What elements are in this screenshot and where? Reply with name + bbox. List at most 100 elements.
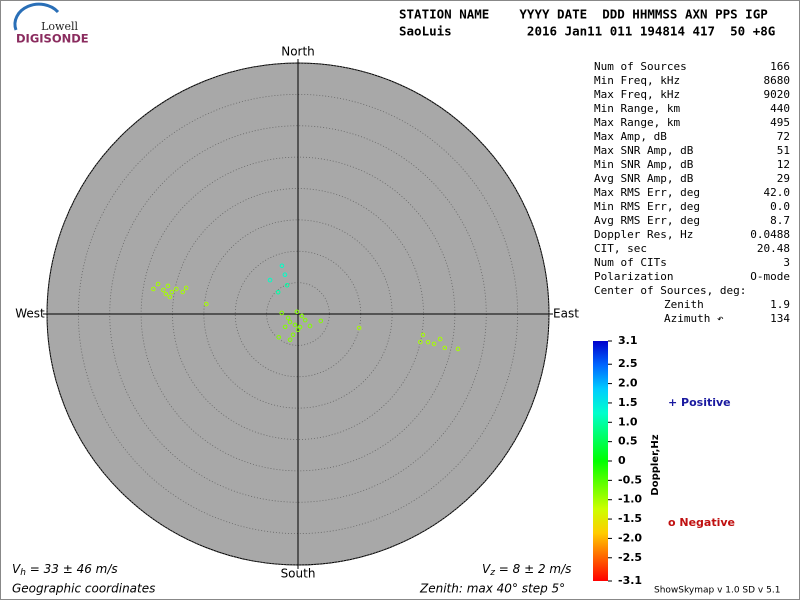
colorbar-tick-label: 2.0 — [618, 377, 638, 390]
stat-label: Doppler Res, Hz — [594, 228, 693, 241]
stat-value: 495 — [770, 116, 790, 129]
source-point — [165, 283, 171, 289]
stat-label: Min Freq, kHz — [594, 74, 680, 87]
source-point — [287, 337, 293, 343]
direction-label: North — [281, 45, 315, 59]
stat-label: Max SNR Amp, dB — [594, 144, 694, 157]
source-point — [284, 282, 290, 288]
direction-label: South — [281, 567, 316, 581]
source-point — [292, 322, 298, 328]
source-point — [295, 327, 301, 332]
stat-label: Min RMS Err, deg — [594, 200, 700, 213]
stat-value: 8680 — [764, 74, 791, 87]
vh-sub: h — [20, 568, 26, 578]
source-point — [180, 289, 186, 295]
coords-label: Geographic coordinates — [12, 582, 155, 596]
source-point — [287, 319, 293, 325]
stat-label: Num of CITs — [594, 256, 667, 269]
source-point — [267, 277, 273, 283]
stat-label: Azimuth ↶ — [664, 312, 724, 325]
source-point — [299, 313, 305, 319]
stat-value: 0.0 — [770, 200, 790, 213]
colorbar-tick-label: -0.5 — [618, 473, 642, 486]
source-point — [442, 345, 448, 351]
source-point — [318, 318, 324, 324]
stat-value: 9020 — [764, 88, 791, 101]
stat-value: 51 — [777, 144, 790, 157]
stat-label: Zenith — [664, 298, 704, 311]
colorbar-tick-label: -2.0 — [618, 531, 642, 544]
source-point — [275, 289, 281, 295]
source-point — [420, 332, 426, 338]
source-point — [356, 325, 362, 331]
header-row: SaoLuis 2016 Jan11 011 194814 417 50 +8G — [399, 24, 775, 39]
source-point — [161, 287, 166, 293]
source-point — [183, 285, 189, 291]
source-point — [418, 339, 423, 345]
colorbar-tick-label: -2.5 — [618, 551, 642, 564]
stat-value: 42.0 — [764, 186, 791, 199]
source-point — [437, 336, 443, 342]
colorbar-tick-label: -3.1 — [618, 574, 642, 587]
logo-swoosh — [13, 2, 60, 31]
stat-value: 440 — [770, 102, 790, 115]
source-point — [282, 272, 288, 278]
source-point — [155, 281, 161, 287]
source-point — [294, 309, 300, 315]
header-row: STATION NAME YYYY DATE DDD HHMMSS AXN PP… — [399, 7, 768, 22]
source-point — [431, 341, 437, 347]
version-label: ShowSkymap v 1.0 SD v 5.1 — [654, 586, 780, 596]
stat-label: Polarization — [594, 270, 673, 283]
stat-label: Min SNR Amp, dB — [594, 158, 694, 171]
colorbar-tick-label: 0 — [618, 454, 626, 467]
vz-symbol: V — [482, 562, 491, 576]
stat-value: O-mode — [750, 270, 790, 283]
direction-label: West — [15, 307, 45, 321]
source-point — [279, 310, 285, 316]
vz-sub: z — [489, 568, 495, 578]
source-point — [167, 294, 173, 300]
source-point — [169, 289, 175, 295]
legend-positive: + Positive — [668, 396, 731, 409]
source-point — [425, 339, 431, 345]
stat-label: Max Amp, dB — [594, 130, 667, 143]
stat-value: 29 — [777, 172, 790, 185]
source-point — [151, 286, 156, 292]
source-point — [455, 346, 461, 352]
stat-label: Avg RMS Err, deg — [594, 214, 700, 227]
source-point — [290, 332, 296, 338]
colorbar-tick-label: 1.0 — [618, 415, 638, 428]
stat-value: 166 — [770, 60, 790, 73]
colorbar — [593, 341, 608, 581]
stat-value: 12 — [777, 158, 790, 171]
stat-value: 134 — [770, 312, 790, 325]
vz-text: = 8 ± 2 m/s — [495, 562, 571, 576]
stat-label: Max Range, km — [594, 116, 680, 129]
source-point — [163, 291, 169, 297]
source-point — [173, 286, 179, 292]
source-point — [302, 317, 308, 323]
source-point — [279, 263, 285, 269]
logo-line1: Lowell — [41, 20, 78, 33]
colorbar-tick-label: 0.5 — [618, 435, 638, 448]
stat-value: 1.9 — [770, 298, 790, 311]
colorbar-tick-label: 1.5 — [618, 396, 638, 409]
source-point — [307, 323, 313, 329]
source-point — [285, 315, 291, 321]
source-point — [276, 334, 282, 340]
colorbar-tick-label: -1.5 — [618, 512, 642, 525]
logo-line2: DIGISONDE — [16, 32, 89, 46]
vh-label: Vh = 33 ± 46 m/s — [12, 562, 118, 578]
stat-label: Max Freq, kHz — [594, 88, 680, 101]
source-point — [203, 301, 209, 307]
colorbar-tick-label: -1.0 — [618, 493, 642, 506]
stat-value: 0.0488 — [750, 228, 790, 241]
vz-label: Vz = 8 ± 2 m/s — [482, 562, 571, 578]
stat-label: Num of Sources — [594, 60, 687, 73]
vh-symbol: V — [12, 562, 21, 576]
stat-value: 20.48 — [757, 242, 790, 255]
zenith-label: Zenith: max 40° step 5° — [419, 582, 565, 596]
vh-text: = 33 ± 46 m/s — [26, 562, 118, 576]
colorbar-tick-label: 3.1 — [618, 334, 638, 347]
